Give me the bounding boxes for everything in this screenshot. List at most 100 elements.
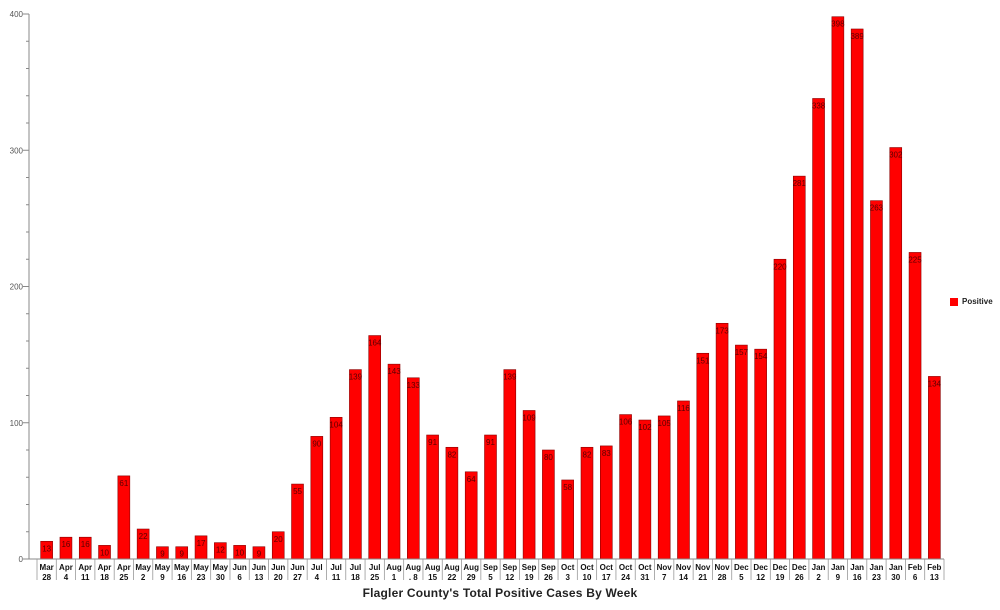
x-tick-label-month: May <box>155 563 171 572</box>
x-tick-label-month: Jul <box>369 563 381 572</box>
x-tick-label-month: Sep <box>502 563 517 572</box>
x-tick-label-day: 30 <box>891 573 900 580</box>
bar-data-label: 133 <box>407 381 421 390</box>
x-tick-label-day: 2 <box>141 573 146 580</box>
x-tick-label-month: Jul <box>330 563 342 572</box>
x-tick-label-day: 22 <box>447 573 456 580</box>
x-tick-label-month: Nov <box>676 563 692 572</box>
x-tick-label-month: Sep <box>522 563 537 572</box>
bar <box>117 475 131 560</box>
legend: Positive <box>950 297 993 306</box>
bar-data-label: 389 <box>850 32 864 41</box>
bar-data-label: 16 <box>81 540 90 549</box>
x-tick-label-day: 21 <box>698 573 707 580</box>
y-tick-label: 0 <box>19 555 24 564</box>
bar <box>329 416 343 560</box>
x-tick-label-month: Apr <box>117 563 131 572</box>
bar <box>792 175 806 560</box>
x-tick-label-day: 9 <box>836 573 841 580</box>
bar <box>889 147 903 560</box>
bar-data-label: 139 <box>349 373 363 382</box>
bar <box>928 376 941 560</box>
x-tick-label-day: 25 <box>119 573 128 580</box>
bar-data-label: 22 <box>139 532 148 541</box>
x-tick-label-day: 15 <box>428 573 437 580</box>
x-tick-label-month: May <box>193 563 209 572</box>
x-tick-label-month: Apr <box>98 563 112 572</box>
bar <box>831 16 845 560</box>
x-tick-label-day: 9 <box>160 573 165 580</box>
x-tick-label-day: 4 <box>64 573 69 580</box>
bar-data-label: 109 <box>522 413 536 422</box>
bar <box>657 415 671 560</box>
bar-data-label: 55 <box>293 487 302 496</box>
x-tick-label-day: 11 <box>81 573 90 580</box>
bar-data-label: 220 <box>773 262 787 271</box>
bar-data-label: 157 <box>735 348 749 357</box>
x-tick-label-day: 18 <box>351 573 360 580</box>
y-tick-label: 300 <box>10 146 24 155</box>
bar <box>522 410 536 560</box>
x-tick-label-month: Nov <box>695 563 711 572</box>
bar-data-label: 398 <box>831 20 845 29</box>
x-tick-label-month: Sep <box>541 563 556 572</box>
bar <box>619 414 632 560</box>
bar <box>870 200 883 560</box>
x-tick-label-month: Feb <box>927 563 941 572</box>
bar-data-label: 80 <box>544 453 553 462</box>
bar <box>349 369 362 560</box>
bar-data-label: 82 <box>447 450 456 459</box>
x-tick-label-month: Oct <box>580 563 594 572</box>
bar-data-label: 10 <box>100 548 109 557</box>
bar-data-label: 104 <box>329 420 343 429</box>
x-tick-label-month: Dec <box>792 563 807 572</box>
x-tick-label-day: 19 <box>525 573 534 580</box>
x-tick-label-day: 16 <box>177 573 186 580</box>
bar <box>464 471 478 560</box>
x-tick-label-month: Sep <box>483 563 498 572</box>
bar <box>908 252 922 560</box>
x-tick-label-month: Feb <box>908 563 922 572</box>
x-tick-label-day: 28 <box>42 573 51 580</box>
x-tick-label-day: 31 <box>640 573 649 580</box>
x-tick-label-month: May <box>135 563 151 572</box>
bar-data-label: 9 <box>180 550 185 559</box>
x-tick-label-day: 5 <box>488 573 493 580</box>
x-tick-label-month: Oct <box>638 563 652 572</box>
bar-data-label: 106 <box>619 418 633 427</box>
bar <box>310 436 324 560</box>
x-tick-label-day: 26 <box>795 573 804 580</box>
bar-data-label: 58 <box>563 483 572 492</box>
x-tick-label-month: Dec <box>753 563 768 572</box>
chart-title: Flagler County's Total Positive Cases By… <box>362 586 638 600</box>
x-tick-label-month: Apr <box>78 563 92 572</box>
x-tick-label-month: Mar <box>40 563 54 572</box>
bar-data-label: 139 <box>503 373 517 382</box>
bar-data-label: 9 <box>160 550 165 559</box>
x-tick-label-day: 24 <box>621 573 630 580</box>
x-tick-label-month: Oct <box>600 563 614 572</box>
x-tick-label-day: 26 <box>544 573 553 580</box>
x-tick-label-month: Apr <box>59 563 73 572</box>
x-tick-label-month: Aug <box>406 563 422 572</box>
bar-data-label: 17 <box>197 539 206 548</box>
x-tick-label-month: Jul <box>311 563 323 572</box>
bar <box>773 258 787 560</box>
x-tick-label-day: 6 <box>913 573 918 580</box>
bar-data-label: 151 <box>696 356 710 365</box>
x-tick-label-day: 25 <box>370 573 379 580</box>
x-tick-label-day: 28 <box>718 573 727 580</box>
bar-data-label: 91 <box>486 438 495 447</box>
bar <box>638 419 652 560</box>
x-tick-label-month: Jan <box>831 563 845 572</box>
x-tick-label-day: 20 <box>274 573 283 580</box>
x-tick-label-day: 7 <box>662 573 667 580</box>
bar-data-label: 16 <box>61 540 70 549</box>
bar-data-label: 82 <box>583 450 592 459</box>
bar <box>812 98 825 560</box>
x-tick-label-day: 27 <box>293 573 302 580</box>
bar-data-label: 338 <box>812 101 826 110</box>
x-tick-label-day: 3 <box>565 573 570 580</box>
